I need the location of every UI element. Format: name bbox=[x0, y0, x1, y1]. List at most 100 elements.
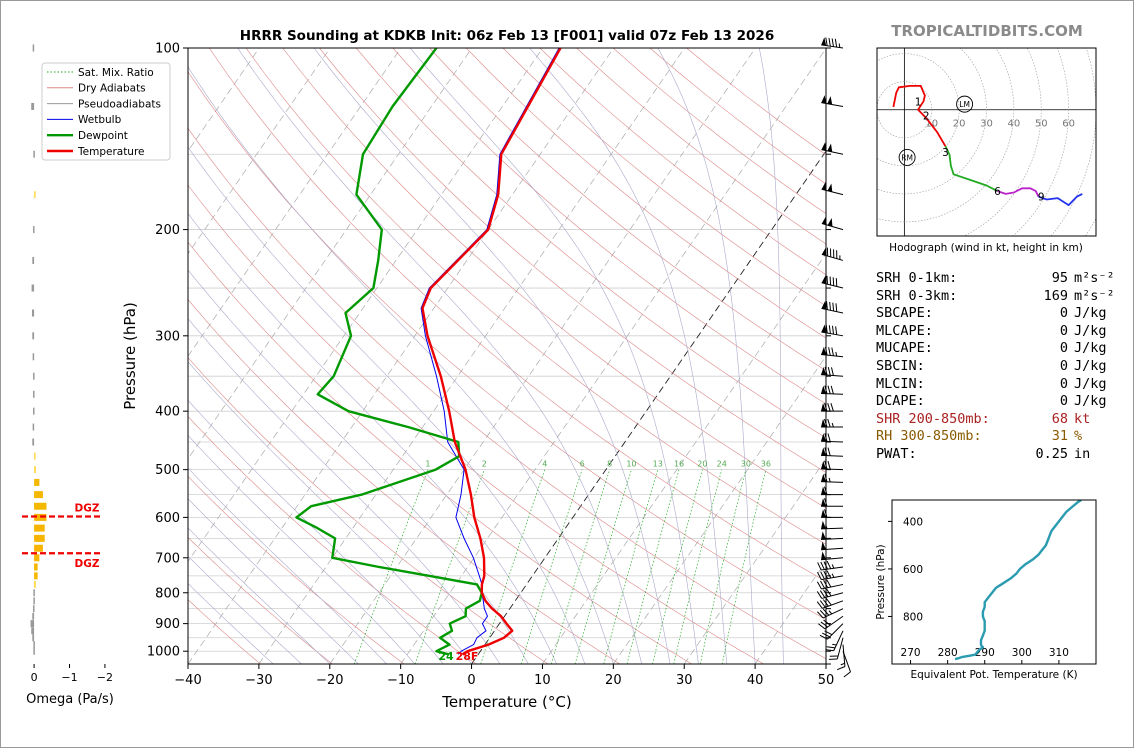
isotherm bbox=[542, 253, 826, 664]
omega-bar bbox=[32, 612, 35, 620]
omega-bar bbox=[34, 478, 40, 486]
isotherm bbox=[0, 48, 47, 664]
parameter-value: 169 bbox=[1043, 287, 1068, 304]
dry-adiabat bbox=[392, 48, 826, 405]
wind-barb bbox=[821, 216, 844, 231]
parameter-row: MUCAPE: 0 J/kg bbox=[876, 340, 1115, 358]
parameter-label: PWAT: bbox=[876, 445, 917, 462]
moist-adiabat bbox=[188, 361, 472, 664]
isotherm bbox=[188, 48, 473, 460]
mixing-ratio-label: 2 bbox=[482, 460, 487, 469]
parameter-unit: in bbox=[1074, 445, 1091, 462]
parameter-unit: J/kg bbox=[1074, 375, 1107, 392]
hodograph-ring-label: 20 bbox=[953, 119, 966, 130]
hodograph-ring bbox=[877, 81, 933, 139]
moist-adiabat bbox=[657, 48, 756, 664]
wind-barb bbox=[817, 570, 844, 581]
dry-adiabat bbox=[188, 127, 826, 660]
omega-bar bbox=[31, 284, 35, 292]
moist-adiabat bbox=[237, 48, 642, 664]
parameter-label: SBCIN: bbox=[876, 357, 925, 374]
moist-adiabat bbox=[409, 48, 699, 664]
wind-barb bbox=[820, 385, 844, 395]
wind-barb bbox=[821, 247, 844, 261]
legend-entry: Dry Adiabats bbox=[78, 83, 146, 95]
parameter-unit: kt bbox=[1074, 410, 1091, 427]
mixing-ratio-line bbox=[652, 469, 703, 664]
parameter-unit: J/kg bbox=[1074, 393, 1107, 410]
wind-barb bbox=[825, 630, 844, 652]
skewt-legend: Sat. Mix. Ratio Dry Adiabats Pseudoadiabat… bbox=[41, 62, 171, 161]
omega-bar bbox=[34, 466, 36, 474]
y-tick-label: 100 bbox=[155, 42, 180, 57]
y-tick-label: 500 bbox=[155, 463, 180, 478]
wind-barb bbox=[821, 142, 844, 155]
theta-e-y-tick-label: 400 bbox=[903, 516, 923, 528]
omega-bar bbox=[34, 524, 45, 532]
chart-title: HRRR Sounding at KDKB Init: 06z Feb 13 [… bbox=[240, 28, 774, 44]
x-tick-label: 30 bbox=[676, 673, 693, 688]
x-tick-label: 50 bbox=[818, 673, 835, 688]
mixing-ratio-label: 30 bbox=[741, 460, 751, 469]
x-tick-label: 20 bbox=[605, 673, 622, 688]
wind-barb bbox=[817, 608, 844, 619]
x-tick-label: −30 bbox=[245, 673, 272, 688]
theta-e-plot-area bbox=[891, 499, 1097, 665]
dry-adiabat bbox=[188, 357, 549, 664]
skewt-x-axis-label: Temperature (°C) bbox=[441, 693, 571, 711]
dry-adiabat bbox=[429, 48, 826, 371]
parameter-label: SRH 0-3km: bbox=[876, 287, 958, 304]
mixing-ratio-line bbox=[521, 469, 583, 664]
mixing-ratio-label: 20 bbox=[697, 460, 707, 469]
wind-barb bbox=[821, 531, 844, 541]
omega-bar bbox=[34, 502, 47, 510]
moist-adiabat bbox=[759, 48, 784, 664]
isotherm bbox=[400, 48, 826, 664]
wind-barb bbox=[821, 37, 844, 49]
omega-x-tick-label: −2 bbox=[97, 671, 113, 684]
parameter-row: MLCAPE: 0 J/kg bbox=[876, 323, 1115, 341]
parameter-value: 95 bbox=[1051, 270, 1068, 286]
mixing-ratio-line bbox=[603, 469, 659, 664]
parameter-label: SBCAPE: bbox=[876, 305, 933, 322]
wind-barb bbox=[821, 541, 844, 551]
mixing-ratio-line bbox=[721, 469, 767, 664]
x-tick-label: −20 bbox=[316, 673, 343, 688]
y-tick-label: 700 bbox=[155, 551, 180, 566]
parameter-label: RH 300-850mb: bbox=[876, 428, 982, 445]
parameter-row: SHR 200-850mb: 68 kt bbox=[876, 411, 1115, 429]
moist-adiabat bbox=[529, 48, 728, 664]
wind-barb bbox=[828, 637, 844, 660]
omega-x-tick-label: 0 bbox=[31, 671, 38, 684]
hodograph-ring bbox=[1012, 48, 1069, 236]
sounding-parameters: SRH 0-1km: 95 m²s⁻² SRH 0-3km: 169 m²s⁻² SBCAP… bbox=[876, 270, 1115, 464]
mixing-ratio-line bbox=[353, 469, 429, 664]
theta-e-x-axis-label: Equivalent Pot. Temperature (K) bbox=[910, 669, 1077, 681]
omega-bar bbox=[32, 423, 35, 431]
parameter-row: RH 300-850mb: 31% bbox=[876, 428, 1115, 446]
mixing-ratio-label: 6 bbox=[580, 460, 585, 469]
dry-adiabat bbox=[188, 299, 621, 664]
omega-panel: 0 −1 −2 DGZ DGZ bbox=[22, 44, 113, 684]
surface-temperature-label: 28F bbox=[456, 650, 479, 663]
y-tick-label: 600 bbox=[155, 511, 180, 526]
mixing-ratio-line bbox=[414, 469, 485, 664]
dry-adiabat bbox=[355, 48, 826, 439]
wind-barb bbox=[817, 560, 844, 571]
moist-adiabat bbox=[188, 66, 614, 664]
omega-bar bbox=[34, 554, 40, 562]
parameter-label: MUCAPE: bbox=[876, 340, 933, 357]
omega-bar bbox=[33, 589, 35, 597]
hodograph-height-label: 3 bbox=[942, 147, 949, 159]
parameter-value: 0 bbox=[1059, 375, 1068, 392]
wind-barb bbox=[820, 447, 844, 457]
wind-barb bbox=[821, 275, 844, 289]
hodograph-ring bbox=[963, 48, 1042, 236]
hodograph-height-label: 6 bbox=[994, 186, 1001, 198]
moist-adiabat bbox=[313, 48, 671, 664]
hodograph-height-label: 1 bbox=[915, 96, 922, 108]
isotherm bbox=[613, 355, 826, 664]
hodograph-segment bbox=[892, 85, 947, 147]
omega-bar bbox=[31, 309, 35, 317]
